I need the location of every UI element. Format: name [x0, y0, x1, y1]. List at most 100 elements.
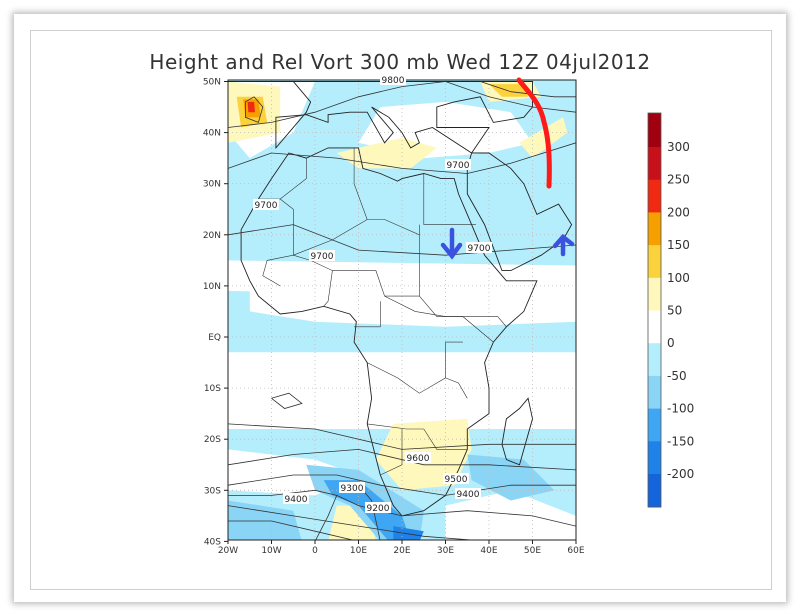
height-contour-line: [245, 96, 264, 123]
colorbar-label: 100: [667, 271, 690, 285]
lat-tick-label: 30N: [203, 180, 221, 190]
contour-label: 9200: [367, 504, 390, 514]
lon-tick-label: 0: [312, 546, 318, 556]
lat-tick-label: EQ: [208, 333, 221, 343]
contour-label-bg: [443, 473, 469, 484]
contour-label-bg: [253, 199, 279, 210]
lon-tick-label: 30E: [437, 546, 454, 556]
colorbar-label: 200: [667, 205, 690, 219]
colorbar: 300 250 200 150 100 50 0 -50 -100 -150 -200: [647, 112, 694, 508]
contour-label-bg: [455, 488, 481, 499]
height-contours: [228, 81, 576, 540]
contour-label-bg: [466, 242, 492, 253]
contour-label: 9600: [407, 454, 430, 464]
colorbar-bin: [648, 343, 661, 377]
contour-label-bg: [309, 250, 335, 261]
contour-label: 9400: [285, 495, 308, 505]
contour-label: 9500: [445, 475, 468, 485]
colorbar-bin: [648, 179, 661, 213]
height-contour-line: [228, 474, 576, 496]
coastlines: [228, 81, 573, 517]
contour-label: 9700: [255, 201, 278, 211]
country-border: [423, 173, 476, 225]
height-contour-line: [228, 505, 477, 540]
up-arrow-annotation: [552, 233, 575, 257]
colorbar-bin: [648, 310, 661, 344]
colorbar-label: -100: [667, 402, 694, 416]
vorticity-region: [519, 117, 568, 159]
contour-label-bg: [365, 502, 391, 513]
contour-label: 9400: [457, 490, 480, 500]
colorbar-bin: [648, 113, 661, 148]
colorbar-bin: [648, 212, 661, 246]
lon-tick-label: 10W: [261, 546, 281, 556]
vorticity-region: [393, 526, 424, 540]
vorticity-region: [228, 352, 576, 429]
lat-tick-label: 10N: [203, 282, 221, 292]
inner-border: [30, 30, 772, 590]
red-trough-line-annotation: [516, 77, 552, 189]
lat-tick-label: 10S: [204, 384, 221, 394]
lon-tick-label: 50E: [524, 546, 541, 556]
lon-tick-label: 40E: [480, 546, 497, 556]
colorbar-label: 300: [667, 140, 690, 154]
vorticity-region: [445, 490, 576, 540]
lat-tick-label: 50N: [203, 78, 221, 88]
vorticity-region: [228, 500, 302, 540]
country-border: [367, 341, 463, 394]
colorbar-label: 50: [667, 304, 682, 318]
lat-tick-label: 30S: [204, 486, 221, 496]
country-border: [367, 423, 468, 450]
colorbar-label: 250: [667, 173, 690, 187]
country-border: [353, 147, 368, 220]
colorbar-bin: [648, 474, 661, 508]
lon-tick-label: 10E: [350, 546, 367, 556]
lat-tick-label: 40S: [204, 537, 221, 547]
colorbar-label: -150: [667, 434, 694, 448]
country-border: [462, 316, 507, 327]
contour-label-bg: [380, 74, 406, 85]
coastline: [228, 81, 533, 154]
colorbar-bin: [648, 408, 661, 442]
contour-label-bg: [339, 482, 365, 493]
height-contour-line: [228, 520, 355, 540]
contour-label-bg: [283, 493, 309, 504]
country-border: [445, 377, 468, 399]
contour-labels: 9800 9700 9700 9700 9700 9600 9500 9400 9400 9300…: [253, 74, 492, 514]
colorbar-label: 0: [667, 336, 675, 350]
vorticity-region: [247, 101, 255, 113]
colorbar-border: [647, 112, 662, 508]
lon-tick-label: 60E: [567, 546, 584, 556]
country-border: [380, 429, 403, 476]
height-contour-line: [445, 81, 576, 113]
height-contour-line: [228, 448, 576, 471]
country-border: [354, 301, 381, 328]
colorbar-bin: [648, 277, 661, 311]
colorbar-bin: [648, 147, 661, 181]
contour-label: 9700: [311, 252, 334, 262]
colorbar-label: -50: [667, 369, 687, 383]
height-contour-line: [228, 81, 446, 128]
colorbar-label: 150: [667, 238, 690, 252]
contour-label: 9300: [341, 484, 364, 494]
lat-tick-label: 40N: [203, 129, 221, 139]
colorbar-bin: [648, 245, 661, 279]
colorbar-label: -200: [667, 467, 694, 481]
lon-tick-label: 20W: [218, 546, 238, 556]
lat-tick-label: 20S: [204, 435, 221, 445]
height-contour-line: [228, 423, 576, 450]
contour-label: 9700: [447, 161, 470, 171]
country-border: [419, 295, 463, 317]
colorbar-bin: [648, 441, 661, 475]
map-title: Height and Rel Vort 300 mb Wed 12Z 04jul…: [149, 50, 650, 74]
contour-label: 9700: [468, 244, 491, 254]
country-border: [262, 254, 294, 287]
height-contour-line: [228, 142, 576, 174]
down-arrow-annotation: [440, 227, 463, 260]
coastline: [501, 397, 533, 466]
contour-label: 9800: [382, 76, 405, 86]
height-contour-line: [228, 224, 576, 256]
vorticity-region: [336, 137, 437, 169]
